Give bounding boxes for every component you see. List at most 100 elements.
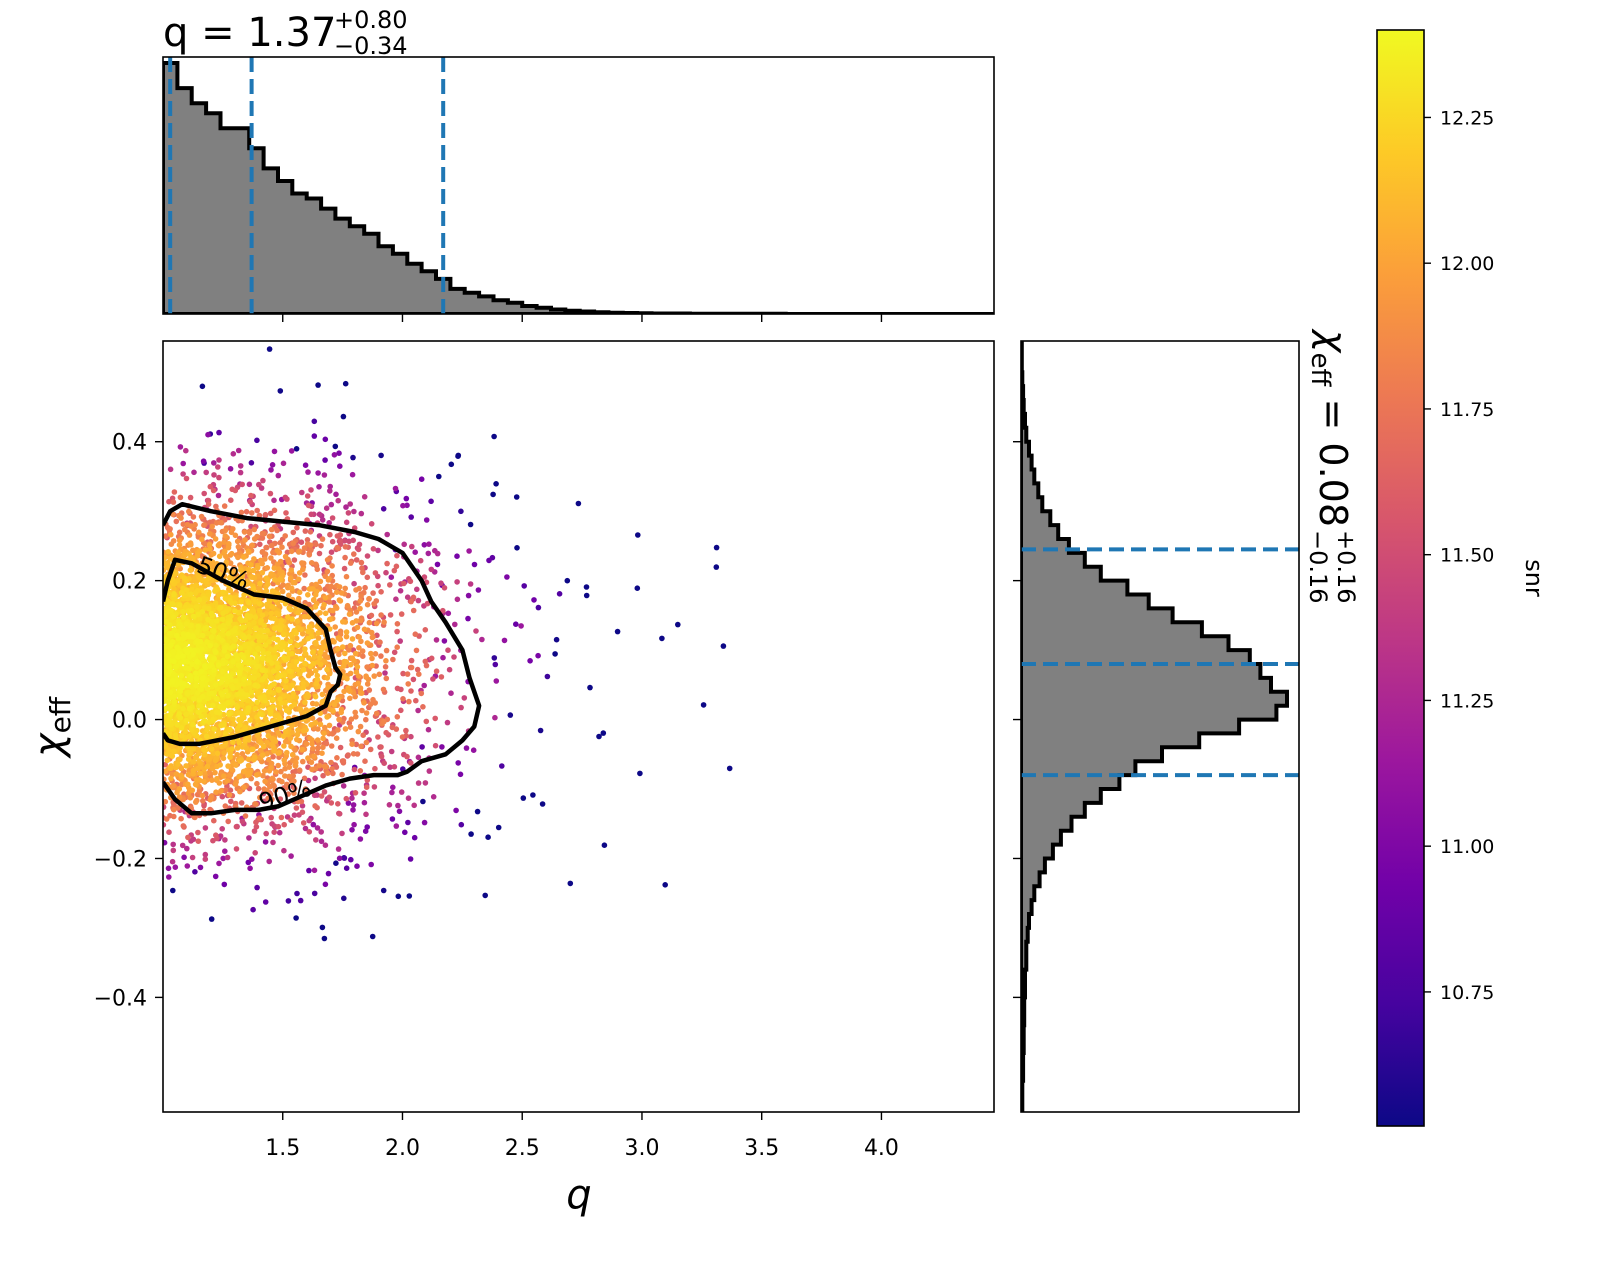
scatter-point — [306, 867, 312, 874]
scatter-point — [171, 813, 177, 820]
scatter-point — [239, 751, 246, 757]
scatter-point — [440, 607, 446, 614]
scatter-point — [178, 624, 185, 631]
scatter-point — [313, 668, 319, 674]
scatter-point — [344, 675, 350, 682]
scatter-point — [316, 762, 323, 769]
scatter-point — [322, 651, 328, 658]
scatter-point — [269, 796, 275, 803]
scatter-point — [332, 443, 339, 450]
scatter-point — [304, 537, 311, 543]
scatter-point — [313, 701, 320, 707]
scatter-point — [348, 716, 355, 722]
scatter-point — [298, 539, 305, 545]
scatter-point — [180, 460, 186, 467]
scatter-point — [211, 628, 217, 635]
scatter-point — [205, 630, 211, 637]
scatter-point — [169, 601, 176, 607]
scatter-point — [294, 642, 300, 648]
scatter-point — [319, 517, 326, 523]
scatter-point — [309, 740, 315, 747]
scatter-point — [210, 487, 217, 494]
scatter-point — [321, 763, 328, 770]
scatter-point — [308, 722, 314, 728]
scatter-point — [232, 532, 239, 539]
scatter-point — [269, 660, 275, 666]
scatter-point — [171, 571, 178, 577]
scatter-point — [319, 750, 325, 756]
scatter-point — [226, 792, 233, 798]
scatter-point — [422, 627, 429, 633]
scatter-point — [465, 615, 471, 622]
scatter-point — [302, 660, 308, 667]
scatter-point — [222, 533, 229, 539]
scatter-point — [314, 672, 321, 679]
scatter-point — [259, 667, 266, 673]
scatter-point — [220, 632, 226, 638]
scatter-point — [322, 842, 329, 848]
scatter-point — [318, 542, 324, 549]
scatter-point — [262, 899, 269, 905]
scatter-point — [466, 548, 472, 554]
scatter-point — [327, 531, 333, 538]
scatter-point — [173, 735, 179, 741]
scatter-point — [286, 668, 293, 674]
scatter-point — [225, 620, 231, 627]
scatter-point — [313, 837, 319, 843]
scatter-point — [322, 881, 329, 888]
scatter-point — [335, 727, 341, 733]
scatter-point — [378, 589, 384, 595]
scatter-point — [208, 746, 215, 752]
scatter-point — [310, 649, 316, 655]
scatter-point — [331, 452, 338, 458]
scatter-point — [319, 536, 326, 542]
scatter-point — [222, 730, 229, 737]
scatter-point — [302, 650, 309, 657]
scatter-point — [191, 596, 197, 602]
scatter-point — [245, 599, 252, 606]
scatter-point — [350, 751, 357, 757]
scatter-point — [184, 863, 191, 869]
scatter-point — [211, 726, 217, 732]
scatter-point — [176, 786, 183, 792]
scatter-point — [203, 469, 209, 476]
scatter-point — [368, 861, 375, 868]
scatter-point — [271, 507, 278, 514]
scatter-point — [342, 554, 348, 561]
scatter-point — [268, 814, 275, 821]
scatter-point — [371, 601, 377, 607]
scatter-point — [504, 574, 510, 580]
scatter-point — [369, 634, 376, 641]
scatter-point — [413, 697, 419, 704]
scatter-point — [408, 598, 414, 605]
scatter-point — [171, 592, 177, 598]
scatter-point — [308, 560, 315, 566]
scatter-point — [284, 749, 290, 756]
scatter-point — [372, 651, 379, 657]
scatter-point — [270, 696, 276, 703]
scatter-point — [293, 805, 300, 811]
scatter-point — [278, 768, 284, 775]
scatter-point — [314, 659, 321, 665]
scatter-point — [453, 807, 459, 814]
scatter-point — [232, 570, 238, 576]
scatter-point — [329, 515, 336, 521]
scatter-point — [406, 893, 413, 899]
scatter-point — [265, 657, 271, 663]
scatter-point — [271, 497, 277, 504]
scatter-point — [191, 469, 197, 476]
scatter-point — [167, 622, 173, 628]
scatter-point — [351, 508, 357, 515]
scatter-point — [323, 740, 330, 747]
scatter-point — [342, 650, 348, 657]
scatter-point — [556, 591, 563, 597]
scatter-point — [259, 633, 266, 640]
scatter-point — [277, 626, 283, 633]
scatter-point — [286, 592, 292, 599]
scatter-point — [391, 567, 398, 574]
scatter-point — [268, 765, 274, 771]
scatter-point — [441, 638, 448, 644]
scatter-point — [326, 722, 333, 729]
scatter-point — [323, 505, 330, 512]
scatter-point — [183, 763, 189, 769]
